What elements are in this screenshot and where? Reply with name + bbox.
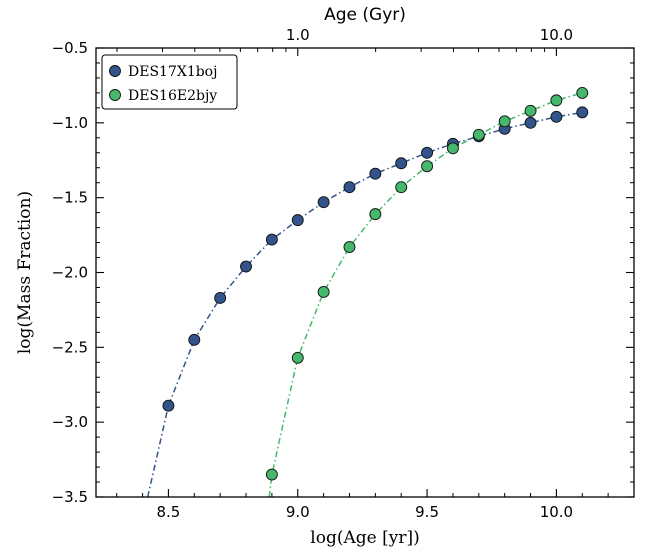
data-point <box>291 351 304 364</box>
series-line-0 <box>146 111 583 498</box>
y-tick-label: −1.5 <box>52 189 88 207</box>
data-point <box>550 94 563 107</box>
data-point <box>446 142 459 155</box>
data-point <box>214 291 227 304</box>
x-tick-label: 9.0 <box>286 503 310 521</box>
data-point <box>369 167 382 180</box>
top-tick-label: 1.0 <box>286 26 310 44</box>
data-point <box>240 260 252 273</box>
y-tick-label: −3.0 <box>52 413 88 431</box>
data-point <box>576 106 589 119</box>
data-point <box>317 286 330 298</box>
x-tick-label: 9.5 <box>415 503 439 521</box>
data-point <box>395 157 408 170</box>
x-tick-label: 10.0 <box>540 503 573 521</box>
legend-box <box>101 54 238 110</box>
data-point <box>395 181 408 194</box>
data-point <box>576 86 589 99</box>
x-tick-label: 8.5 <box>156 503 180 521</box>
x-axis-title: log(Age [yr]) <box>310 528 419 548</box>
top-axis-title: Age (Gyr) <box>324 5 406 25</box>
data-point <box>188 333 201 346</box>
series-lines <box>146 92 583 498</box>
data-point <box>291 214 304 227</box>
legend-marker-des16e2bjy <box>109 89 121 101</box>
axis-tick-labels: 8.5 9.0 9.5 10.0 −3.5 −3.0 −2.5 −2.0 −1.5 −1.0 −0.… <box>52 26 574 521</box>
data-point <box>421 160 434 173</box>
data-point <box>162 399 175 412</box>
y-axis-title: log(Mass Fraction) <box>15 191 35 354</box>
data-point <box>472 128 485 141</box>
y-tick-label: −3.5 <box>52 488 88 506</box>
legend: DES17X1boj DES16E2bjy <box>101 54 238 110</box>
data-point <box>343 181 356 194</box>
data-point <box>498 115 511 128</box>
data-point <box>524 104 537 117</box>
data-point <box>550 110 563 123</box>
data-point <box>524 116 537 129</box>
legend-label-des16e2bjy: DES16E2bjy <box>128 88 217 104</box>
legend-marker-des17x1boj <box>109 65 121 77</box>
data-point <box>369 208 382 221</box>
y-tick-label: −2.0 <box>52 264 88 282</box>
data-point <box>421 146 434 159</box>
series-points <box>162 86 589 481</box>
data-point <box>265 233 278 246</box>
data-point <box>343 241 356 254</box>
legend-label-des17x1boj: DES17X1boj <box>128 64 217 80</box>
y-tick-label: −2.5 <box>52 338 88 356</box>
axis-ticks <box>96 47 634 498</box>
y-tick-label: −1.0 <box>52 114 88 132</box>
y-tick-label: −0.5 <box>52 39 88 57</box>
top-tick-label: 10.0 <box>540 26 573 44</box>
data-point <box>317 196 330 209</box>
data-point <box>265 468 278 481</box>
